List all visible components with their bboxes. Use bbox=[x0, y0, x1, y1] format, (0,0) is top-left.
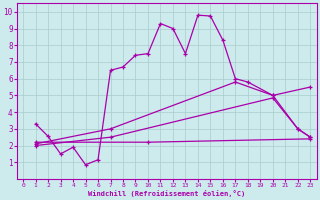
X-axis label: Windchill (Refroidissement éolien,°C): Windchill (Refroidissement éolien,°C) bbox=[88, 190, 245, 197]
